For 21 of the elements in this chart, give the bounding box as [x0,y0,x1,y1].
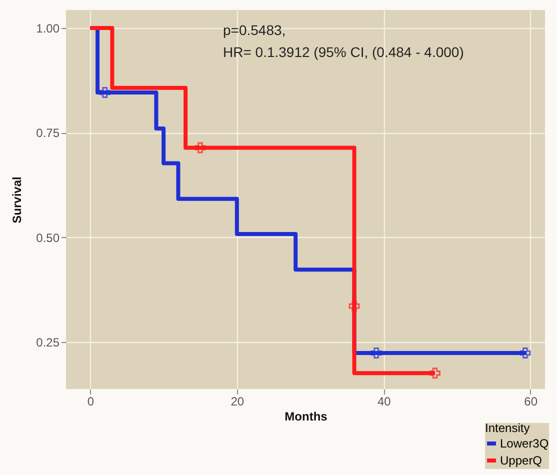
point [429,368,440,379]
x-axis-title: Months [284,410,328,424]
legend-title: Intensity [485,421,530,435]
annotation: p=0.5483, [223,22,286,38]
point [348,300,360,312]
x-tick-label: 20 [230,394,244,408]
annotation: HR= 0.1.3912 (95% CI, (0.484 - 4.000) [223,44,464,60]
y-tick-label: 0.25 [36,336,60,350]
y-tick-label: 1.00 [36,22,60,36]
y-axis-title: Survival [10,176,24,224]
point [99,87,110,98]
point [520,347,531,358]
x-tick-label: 40 [377,394,392,408]
x-tick-label: 0 [87,394,94,408]
point [194,142,206,154]
y-tick-label: 0.50 [36,230,60,245]
legend-label: UpperQ [500,454,542,468]
x-tick-label: 60 [524,394,538,408]
y-tick-label: 0.75 [36,126,60,140]
point [370,347,382,358]
legend-label: Lower3Q [500,436,549,450]
